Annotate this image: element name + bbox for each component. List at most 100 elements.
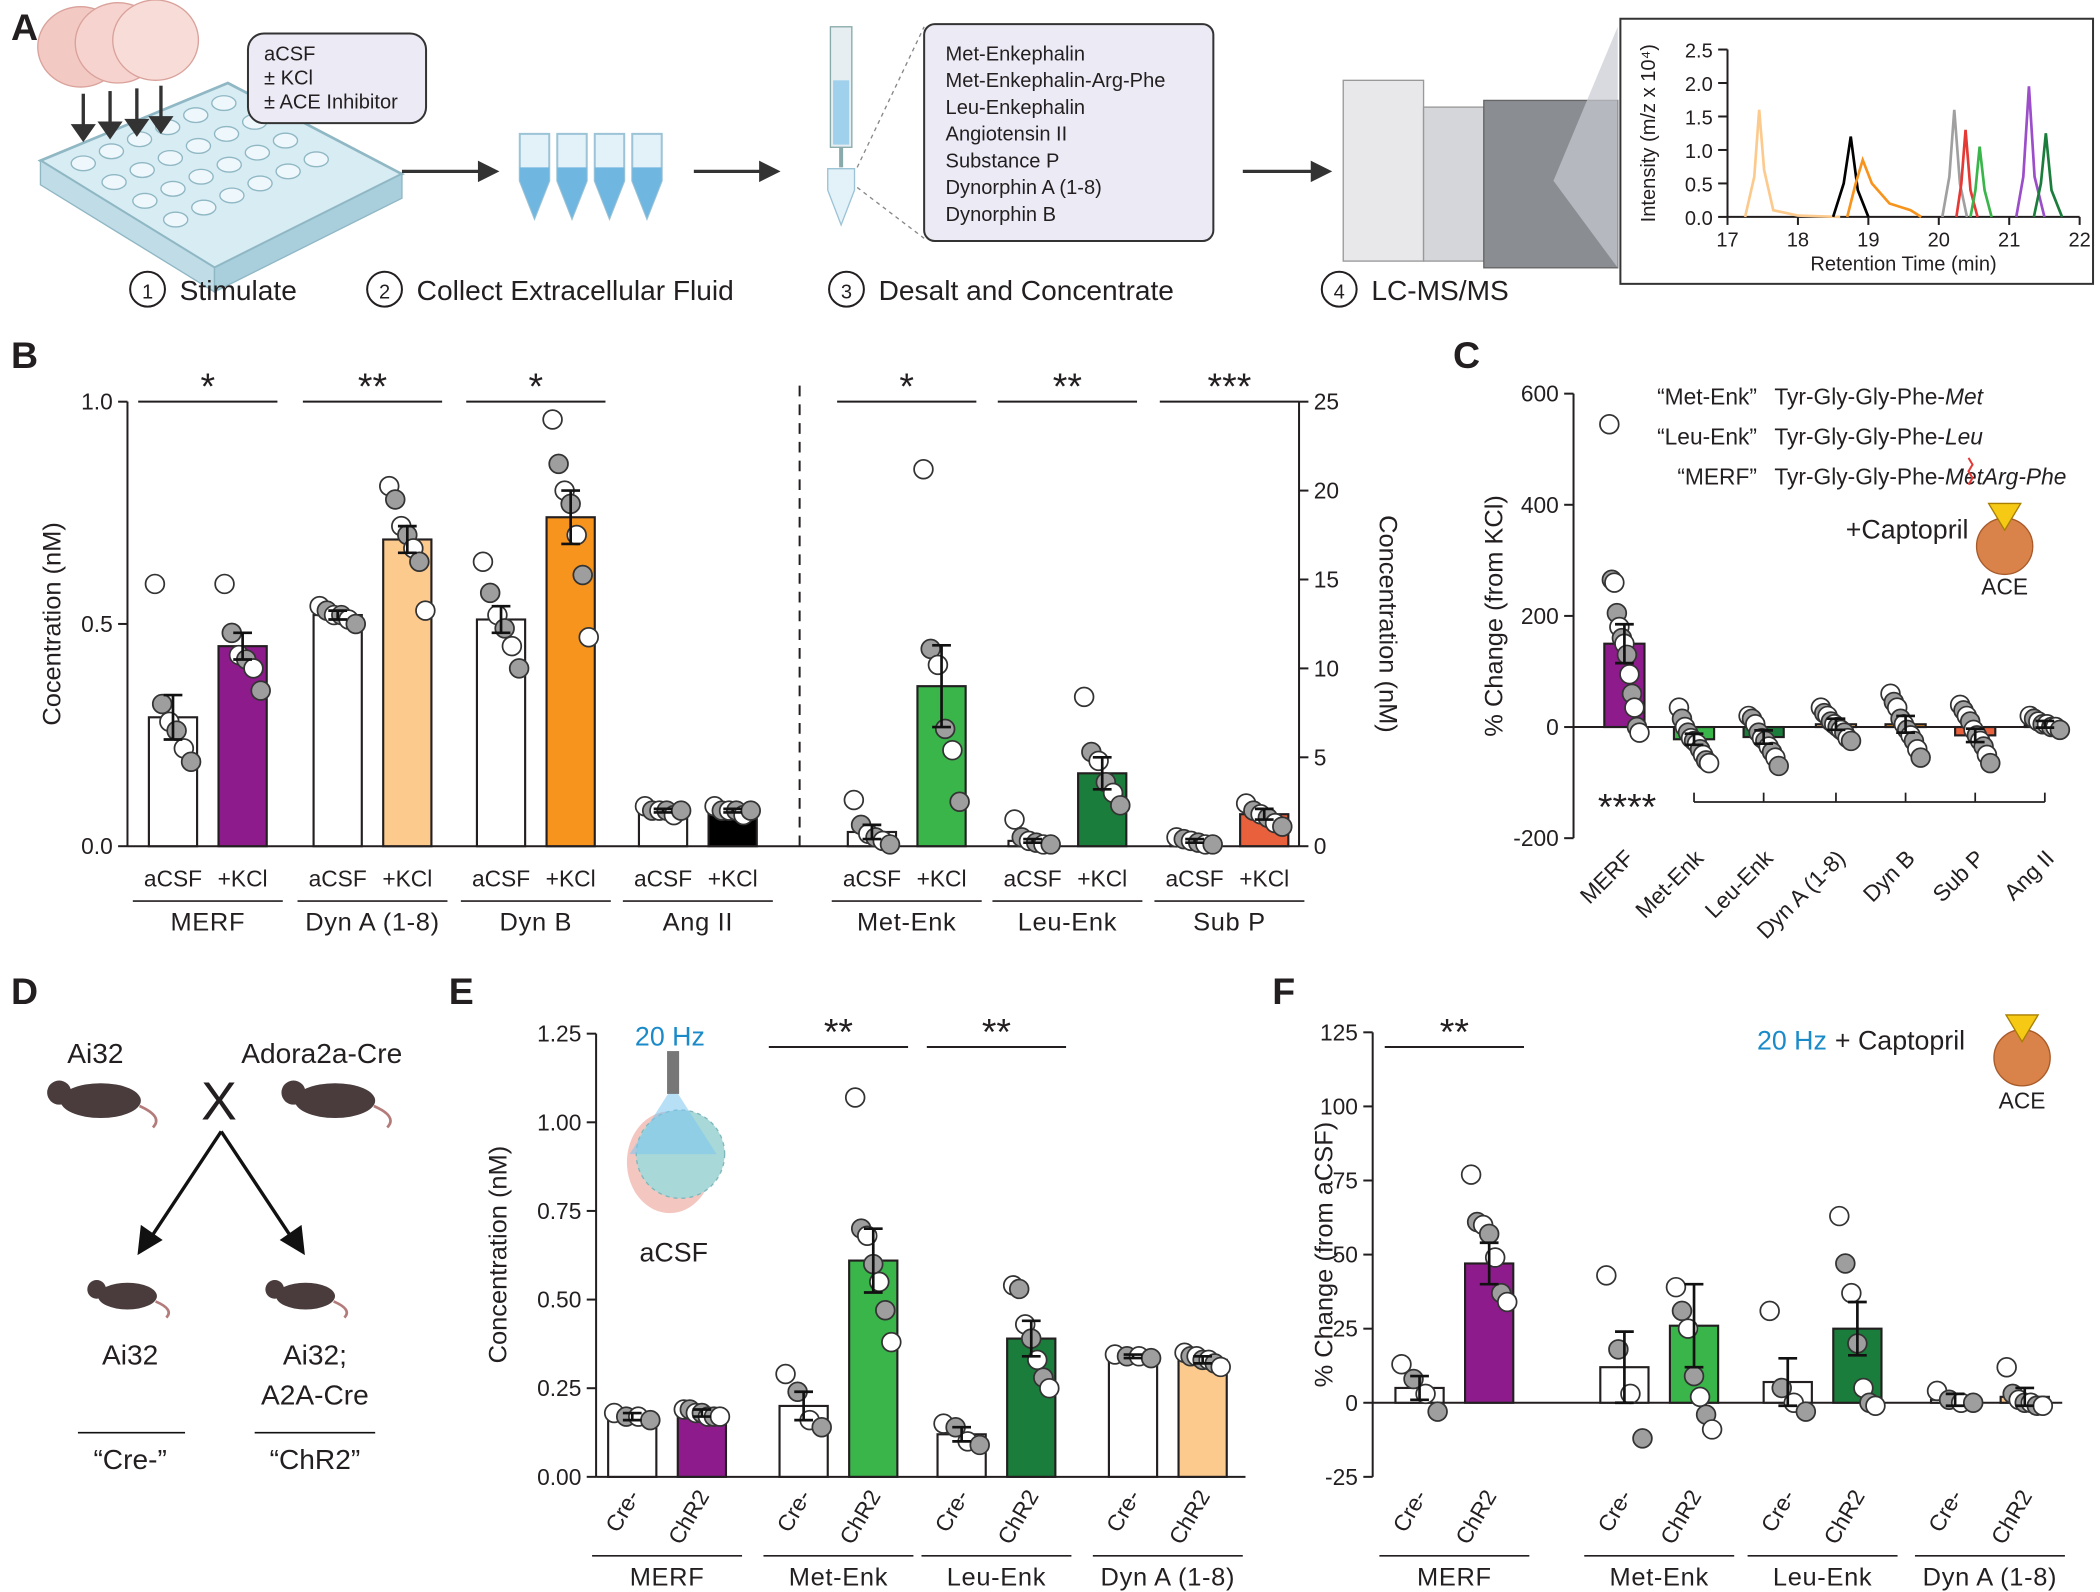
enzyme-label: ACE [1999, 1088, 2046, 1114]
data-point [1110, 795, 1131, 816]
y-axis-label: Intensity (m/z x 10⁴) [1638, 44, 1660, 222]
data-point [1689, 1386, 1711, 1408]
panel-label: F [1272, 970, 1295, 1012]
error-bar [723, 807, 743, 814]
significance: ** [824, 1010, 853, 1052]
cross-symbol: X [201, 1072, 237, 1131]
y-tick-label: 200 [1521, 603, 1559, 629]
data-point [1683, 1365, 1705, 1387]
y-tick-label: 1.0 [81, 389, 113, 415]
data-point [1272, 816, 1293, 837]
peptide: Met-Enkephalin-Arg-Phe [946, 70, 1166, 92]
data-point [1910, 747, 1931, 768]
data-point [1073, 686, 1095, 708]
x-tick-label: ChR2 [1450, 1485, 1502, 1548]
significance: ** [1053, 365, 1082, 407]
data-point [934, 718, 956, 740]
y-tick-label: 0.0 [1685, 208, 1713, 230]
step-circle [1320, 270, 1358, 308]
group-label: Ang II [663, 909, 733, 937]
well [191, 199, 217, 216]
y-tick-label: 1.5 [1685, 108, 1713, 130]
well [303, 151, 329, 168]
y-tick-label: 2.0 [1685, 74, 1713, 96]
treatment: +Captopril [1846, 514, 1969, 544]
group-label: Dyn B [500, 909, 573, 937]
y-tick-label: 5 [1314, 744, 1327, 770]
y-axis-label: % Change (from KCl) [1481, 495, 1509, 737]
data-point [949, 791, 970, 813]
error-bar [1684, 1282, 1704, 1369]
data-point [1624, 697, 1645, 718]
group-label: Met-Enk [789, 1563, 888, 1591]
data-point [1478, 1223, 1500, 1245]
data-point [811, 1416, 832, 1438]
chromatogram-trace [1969, 146, 1993, 218]
chromatogram-trace [1831, 136, 1870, 218]
well [101, 174, 127, 191]
x-tick-label: aCSF [309, 865, 367, 891]
error-bar [1965, 727, 1985, 744]
x-tick-label: ChR2 [834, 1485, 886, 1548]
offspring-label: Ai32 [102, 1339, 158, 1370]
chromatogram-trace [2014, 86, 2046, 218]
x-tick-label: 21 [1998, 229, 2020, 251]
error-bar [2035, 719, 2055, 729]
peptide: Substance P [946, 150, 1060, 172]
error-bar [1754, 729, 1774, 746]
significance: ** [1440, 1010, 1469, 1052]
step-number: 4 [1334, 282, 1345, 304]
x-tick-label: ChR2 [992, 1485, 1044, 1548]
error-bar [1410, 1374, 1429, 1402]
panel-label: D [11, 970, 38, 1012]
error-bar [1848, 1300, 1867, 1357]
error-bar [328, 609, 348, 621]
data-point [472, 551, 494, 572]
peptide: Leu-Enkephalin [946, 97, 1086, 119]
data-point [1795, 1401, 1817, 1422]
well [98, 143, 125, 160]
data-point [1604, 572, 1625, 593]
error-bar [1023, 837, 1042, 844]
x-tick-label: ChR2 [1986, 1485, 2038, 1548]
panel-label: B [11, 334, 38, 376]
y-tick-label: -25 [1325, 1464, 1358, 1490]
data-point [1596, 1265, 1617, 1286]
step-circle [129, 270, 166, 308]
data-point [1210, 1356, 1231, 1378]
group-label: MERF [1417, 1563, 1492, 1591]
well [211, 95, 237, 112]
data-point [1039, 1377, 1060, 1399]
data-point [151, 693, 173, 715]
sequence-part: Met [1945, 464, 1985, 490]
sequence-part: Tyr-Gly-Gly-Phe- [1774, 383, 1945, 409]
data-point [1140, 1347, 1162, 1369]
data-point [250, 680, 271, 701]
y-axis-label: % Change (from aCSF) [1311, 1122, 1339, 1388]
step-label: LC-MS/MS [1371, 275, 1508, 306]
error-bar [622, 1411, 642, 1422]
step-label: Collect Extracellular Fluid [417, 275, 734, 306]
illustration-a [37, 0, 2095, 294]
data-point [548, 453, 569, 475]
data-point [180, 751, 202, 772]
data-point [1088, 750, 1109, 772]
data-point [2049, 719, 2071, 741]
offspring-group: “Cre-” [93, 1444, 166, 1475]
data-point [1616, 644, 1638, 666]
data-point [1619, 664, 1640, 685]
x-axis-label: Retention Time (min) [1810, 253, 1996, 275]
x-tick-label: 20 [1928, 229, 1950, 251]
data-point [1768, 755, 1789, 777]
x-tick-label: Cre- [1592, 1485, 1637, 1536]
data-point [1829, 1205, 1850, 1227]
error-bar [1615, 622, 1634, 665]
bar [217, 645, 268, 848]
error-bar [1185, 837, 1204, 844]
step-number: 1 [142, 282, 153, 304]
significance: * [529, 365, 544, 407]
significance: ** [982, 1010, 1011, 1052]
sequence-part: Tyr-Gly-Gly-Phe- [1774, 464, 1945, 490]
group-label: MERF [170, 909, 245, 937]
well [183, 107, 209, 124]
